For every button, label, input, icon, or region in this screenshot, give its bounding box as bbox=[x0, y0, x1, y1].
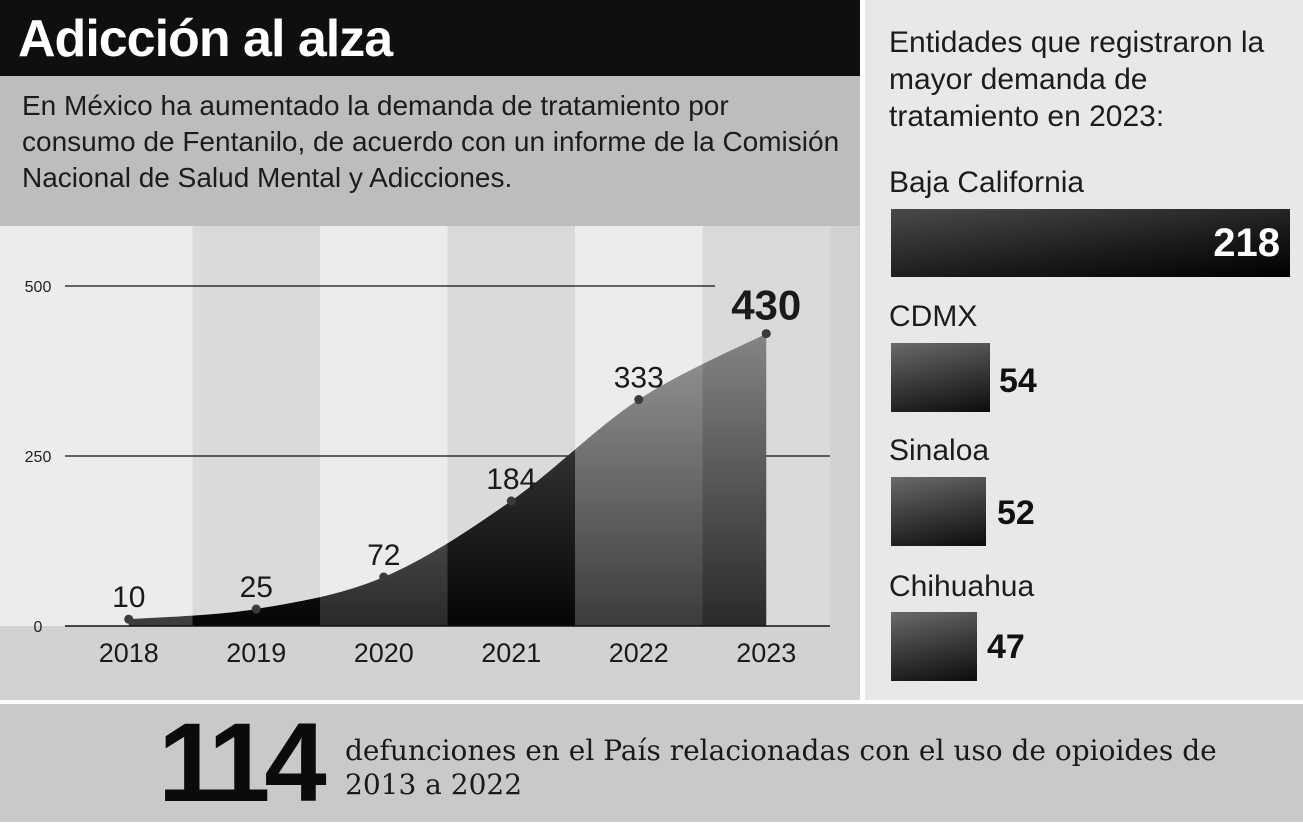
state-bar-cdmx bbox=[891, 343, 990, 412]
state-name-sinaloa: Sinaloa bbox=[889, 434, 990, 467]
value-label-2022: 333 bbox=[614, 362, 664, 395]
data-point-2018 bbox=[124, 614, 134, 624]
title-bar: Adicción al alza bbox=[0, 0, 860, 76]
data-point-2022 bbox=[634, 395, 644, 405]
x-axis-band bbox=[0, 626, 860, 700]
right-panel: Entidades que registraron la mayor deman… bbox=[865, 0, 1303, 700]
state-bar-baja-california: 218 bbox=[891, 209, 1290, 277]
chart-left-band bbox=[0, 226, 65, 626]
page-title: Adicción al alza bbox=[18, 10, 393, 68]
data-point-2020 bbox=[379, 572, 389, 582]
x-tick-2020: 2020 bbox=[354, 638, 414, 668]
footer-text: defunciones en el País relacionadas con … bbox=[345, 734, 1217, 801]
state-bar-chihuahua bbox=[891, 612, 977, 681]
x-tick-2023: 2023 bbox=[736, 638, 796, 668]
area-segment-2023 bbox=[702, 333, 767, 626]
y-tick-500: 500 bbox=[25, 279, 52, 296]
intro-box: En México ha aumentado la demanda de tra… bbox=[0, 76, 860, 226]
y-tick-0: 0 bbox=[34, 619, 43, 636]
area-chart: 0 250 500 2018 2019 2020 2021 2022 2023 10 25 72 18… bbox=[0, 226, 860, 700]
data-point-2019 bbox=[251, 604, 261, 614]
x-tick-2022: 2022 bbox=[609, 638, 669, 668]
x-tick-2019: 2019 bbox=[226, 638, 286, 668]
value-label-2019: 25 bbox=[240, 571, 273, 604]
states-heading: Entidades que registraron la mayor deman… bbox=[889, 26, 1265, 133]
data-point-2021 bbox=[506, 496, 516, 506]
column-band-2018 bbox=[65, 226, 193, 626]
state-name-chihuahua: Chihuahua bbox=[889, 570, 1035, 603]
chart-area: 0 250 500 2018 2019 2020 2021 2022 2023 10 25 72 18… bbox=[0, 226, 860, 700]
data-point-2023 bbox=[761, 329, 771, 339]
x-tick-2021: 2021 bbox=[481, 638, 541, 668]
value-label-2020: 72 bbox=[367, 539, 400, 572]
footer-band: 114 defunciones en el País relacionadas … bbox=[0, 700, 1303, 825]
column-band-2019 bbox=[192, 226, 320, 626]
value-label-2023: 430 bbox=[731, 282, 801, 329]
footer-number: 114 bbox=[158, 700, 327, 825]
state-name-baja-california: Baja California bbox=[889, 166, 1085, 199]
state-value-sinaloa: 52 bbox=[997, 494, 1035, 532]
state-value-baja-california: 218 bbox=[1213, 221, 1280, 265]
state-bar-sinaloa bbox=[891, 477, 986, 546]
x-tick-2018: 2018 bbox=[99, 638, 159, 668]
y-tick-250: 250 bbox=[25, 449, 52, 466]
value-label-2021: 184 bbox=[486, 463, 536, 496]
state-value-cdmx: 54 bbox=[999, 362, 1037, 400]
left-panel: Adicción al alza En México ha aumentado … bbox=[0, 0, 860, 700]
value-label-2018: 10 bbox=[112, 581, 145, 614]
intro-text: En México ha aumentado la demanda de tra… bbox=[22, 90, 840, 193]
state-value-chihuahua: 47 bbox=[987, 628, 1025, 666]
state-name-cdmx: CDMX bbox=[889, 300, 978, 333]
